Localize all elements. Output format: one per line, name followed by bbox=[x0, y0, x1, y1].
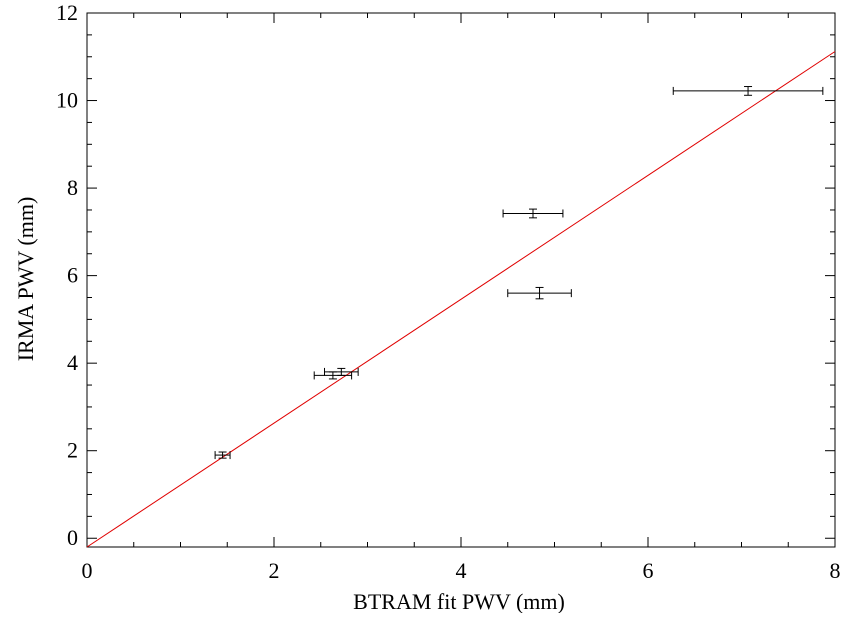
y-axis-label: IRMA PWV (mm) bbox=[13, 197, 38, 362]
plot-frame bbox=[86, 12, 836, 548]
x-tick-label: 4 bbox=[456, 558, 467, 583]
x-tick-label: 0 bbox=[82, 558, 93, 583]
x-axis-label: BTRAM fit PWV (mm) bbox=[353, 589, 565, 613]
y-tick-label: 12 bbox=[56, 0, 78, 25]
y-tick-label: 2 bbox=[67, 438, 78, 463]
x-tick-label: 6 bbox=[643, 558, 654, 583]
y-tick-label: 8 bbox=[67, 175, 78, 200]
y-tick-label: 6 bbox=[67, 263, 78, 288]
y-tick-label: 4 bbox=[67, 350, 78, 375]
x-tick-label: 8 bbox=[830, 558, 841, 583]
fit-line bbox=[86, 51, 836, 548]
x-tick-label: 2 bbox=[269, 558, 280, 583]
y-tick-label: 10 bbox=[56, 88, 78, 113]
y-tick-label: 0 bbox=[67, 525, 78, 550]
